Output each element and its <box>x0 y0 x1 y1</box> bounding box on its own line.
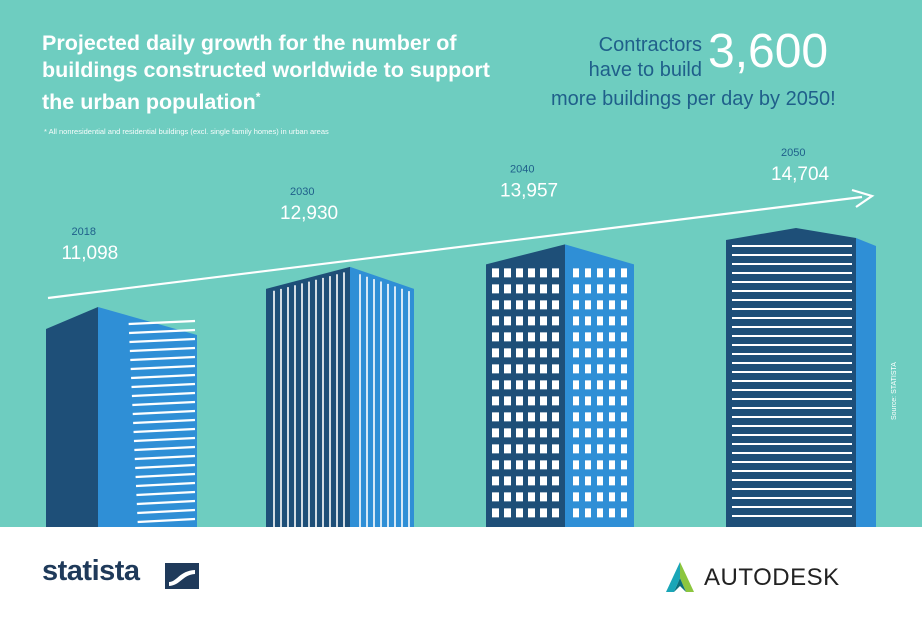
category-label-2040: 2040 <box>510 163 534 175</box>
statista-logo-icon <box>165 563 199 589</box>
value-label-2050: 14,704 <box>771 164 830 185</box>
bar-building-2050 <box>726 228 876 527</box>
value-label-2040: 13,957 <box>500 180 558 201</box>
category-label-2018: 2018 <box>72 226 96 238</box>
title-footnote-mark: * <box>255 90 261 104</box>
chart-title: Projected daily growth for the number of… <box>42 31 490 115</box>
autodesk-logo-text: AUTODESK <box>704 564 840 591</box>
value-label-2018: 11,098 <box>62 243 119 264</box>
callout-line-1: Contractors have to build <box>588 34 702 81</box>
category-label-2050: 2050 <box>781 147 805 159</box>
building-bar-chart: 2018 11,098 2030 12,930 2040 13,957 2050 14,704 <box>46 147 876 527</box>
source-credit: Source: STATISTA <box>891 362 898 420</box>
bar-building-2040 <box>486 244 634 527</box>
chart-footnote: * All nonresidential and residential bui… <box>44 127 329 136</box>
callout-line-2: more buildings per day by 2050! <box>551 88 836 110</box>
buildings <box>46 228 876 527</box>
category-label-2030: 2030 <box>290 186 314 198</box>
callout-number: 3,600 <box>708 25 829 78</box>
chart-labels: 2018 11,098 2030 12,930 2040 13,957 2050 14,704 <box>62 147 830 264</box>
autodesk-logo-icon <box>666 562 694 592</box>
bar-building-2018 <box>46 307 197 527</box>
bar-building-2030 <box>266 266 414 527</box>
footer-bar <box>0 527 922 617</box>
value-label-2030: 12,930 <box>280 203 338 224</box>
statista-logo-text: statista <box>42 555 140 587</box>
trend-arrow <box>47 188 875 300</box>
